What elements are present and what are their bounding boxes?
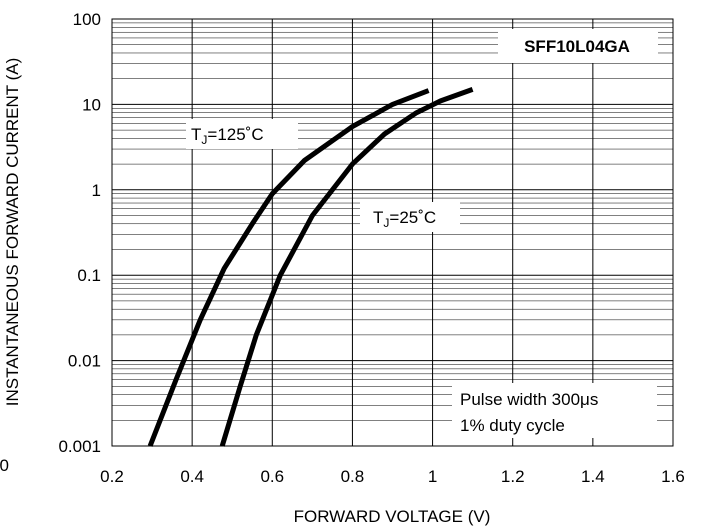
- corner-label: 0: [0, 456, 9, 475]
- x-tick-label: 0.6: [260, 467, 284, 486]
- annotation-box: [452, 383, 657, 438]
- series-line-tj-125c: [147, 88, 430, 447]
- y-tick-label: 10: [82, 95, 101, 114]
- series-label-125: TJ=125˚C: [191, 125, 264, 147]
- x-axis-title: FORWARD VOLTAGE (V): [294, 507, 491, 526]
- series-lines: [147, 87, 474, 447]
- x-tick-label: 1.6: [661, 467, 685, 486]
- y-tick-label: 1: [92, 181, 101, 200]
- chart-title: SFF10L04GA: [524, 37, 630, 56]
- annotation-duty-cycle: 1% duty cycle: [460, 416, 565, 435]
- series-line-tj-25c: [219, 87, 474, 447]
- x-tick-label: 1.2: [501, 467, 525, 486]
- y-tick-label: 0.01: [68, 352, 101, 371]
- y-tick-labels: 0.001 0.01 0.1 1 10 100: [58, 10, 101, 456]
- y-tick-label: 0.1: [77, 266, 101, 285]
- y-tick-label: 100: [73, 10, 101, 29]
- series-label-box-25: [360, 202, 460, 232]
- x-tick-labels: 0.2 0.4 0.6 0.8 1 1.2 1.4 1.6: [100, 467, 685, 486]
- series-label-box-125: [186, 119, 298, 149]
- annotation-pulse-width: Pulse width 300μs: [460, 390, 598, 409]
- title-badge-box: [498, 29, 658, 63]
- series-label-25: TJ=25˚C: [373, 208, 436, 230]
- x-tick-label: 0.8: [341, 467, 365, 486]
- x-tick-label: 1: [428, 467, 437, 486]
- x-tick-label: 0.2: [100, 467, 124, 486]
- x-tick-label: 1.4: [581, 467, 605, 486]
- x-tick-label: 0.4: [180, 467, 204, 486]
- y-axis-title: INSTANTANEOUS FORWARD CURRENT (A): [3, 58, 22, 407]
- plot-frame: [111, 18, 674, 447]
- y-tick-label: 0.001: [58, 437, 101, 456]
